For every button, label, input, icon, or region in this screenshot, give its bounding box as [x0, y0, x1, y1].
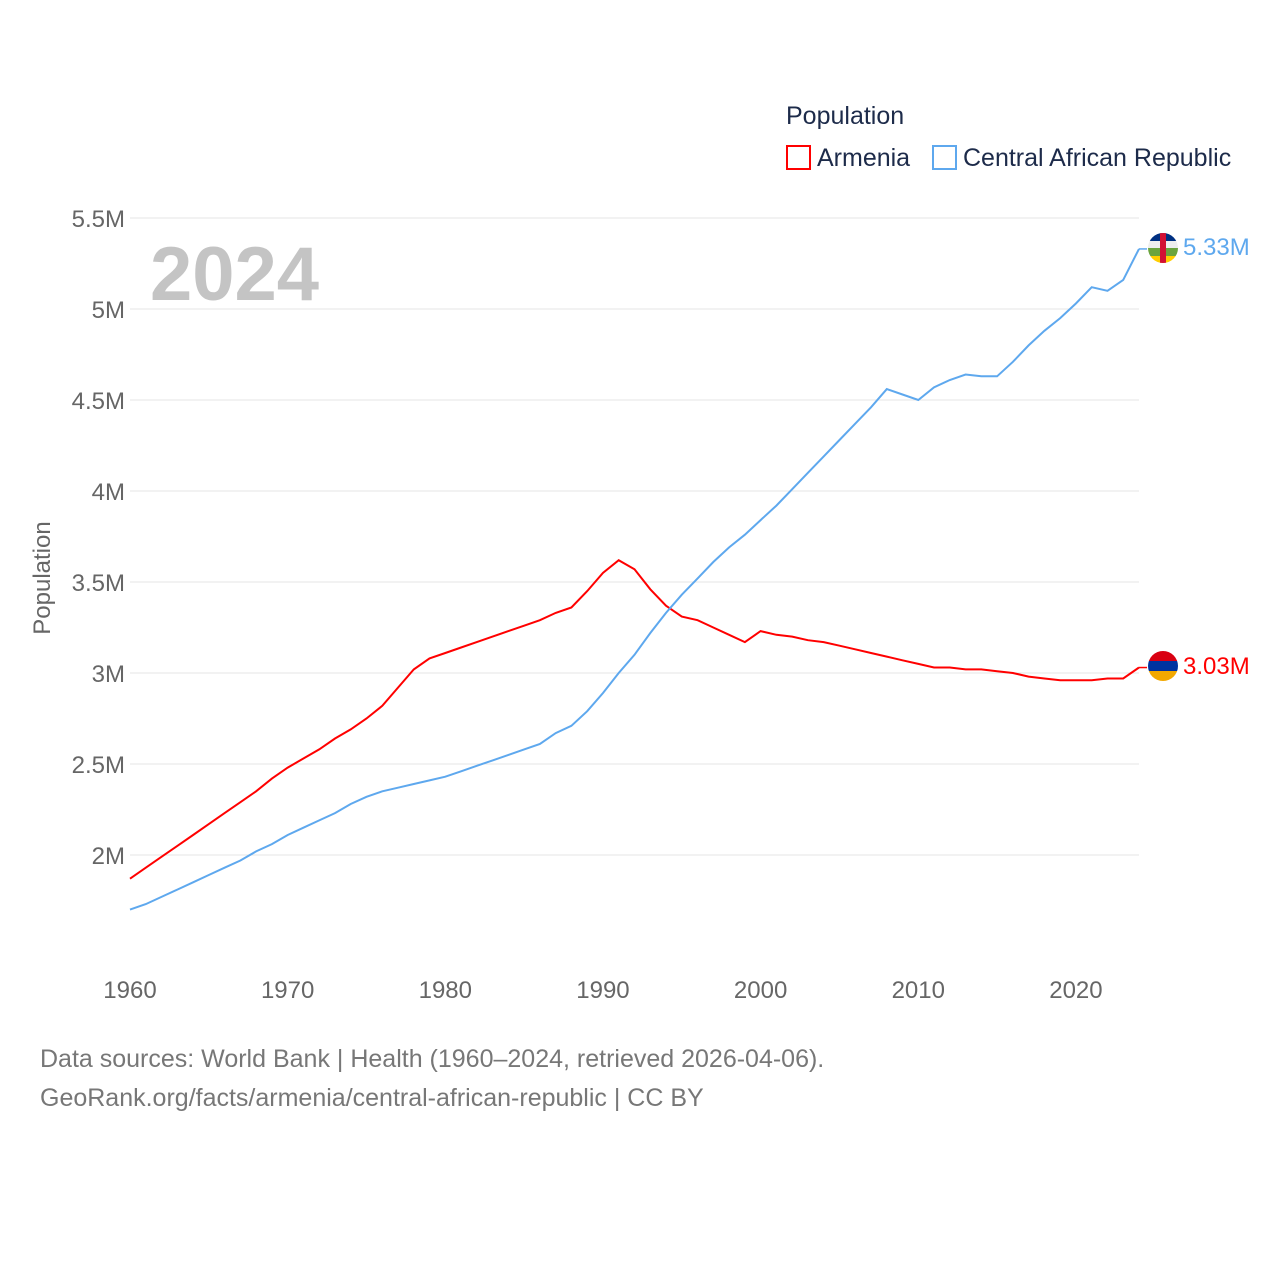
x-tick-label: 1970 [261, 977, 314, 1004]
y-tick-label: 2.5M [72, 752, 125, 779]
central-african-republic-flag-icon [1148, 233, 1178, 263]
y-tick-label: 2M [92, 843, 125, 870]
legend-label-armenia[interactable]: Armenia [817, 144, 910, 172]
legend-title: Population [786, 102, 904, 130]
x-tick-label: 2020 [1049, 977, 1102, 1004]
y-tick-label: 5M [92, 297, 125, 324]
x-tick-label: 2010 [892, 977, 945, 1004]
y-axis-label: Population [29, 521, 56, 634]
footer-sources: Data sources: World Bank | Health (1960–… [40, 1045, 825, 1073]
legend: Population Armenia Central African Repub… [786, 102, 1231, 172]
legend-swatch-car [932, 145, 957, 170]
x-tick-label: 1980 [419, 977, 472, 1004]
current-year-label: 2024 [150, 232, 319, 317]
end-label-car: 5.33M [1183, 234, 1250, 261]
legend-swatch-armenia [786, 145, 811, 170]
y-tick-label: 4M [92, 479, 125, 506]
x-tick-label: 1960 [103, 977, 156, 1004]
y-tick-label: 4.5M [72, 388, 125, 415]
series-line-armenia [129, 558, 1140, 880]
series-line-central-african-republic [129, 248, 1140, 911]
armenia-flag-icon [1148, 651, 1178, 681]
footer-link[interactable]: GeoRank.org/facts/armenia/central-africa… [40, 1084, 704, 1112]
end-label-armenia: 3.03M [1183, 653, 1250, 680]
legend-label-car[interactable]: Central African Republic [963, 144, 1231, 172]
x-tick-label: 2000 [734, 977, 787, 1004]
y-tick-label: 3.5M [72, 570, 125, 597]
y-tick-label: 5.5M [72, 206, 125, 233]
y-tick-label: 3M [92, 661, 125, 688]
x-tick-label: 1990 [576, 977, 629, 1004]
